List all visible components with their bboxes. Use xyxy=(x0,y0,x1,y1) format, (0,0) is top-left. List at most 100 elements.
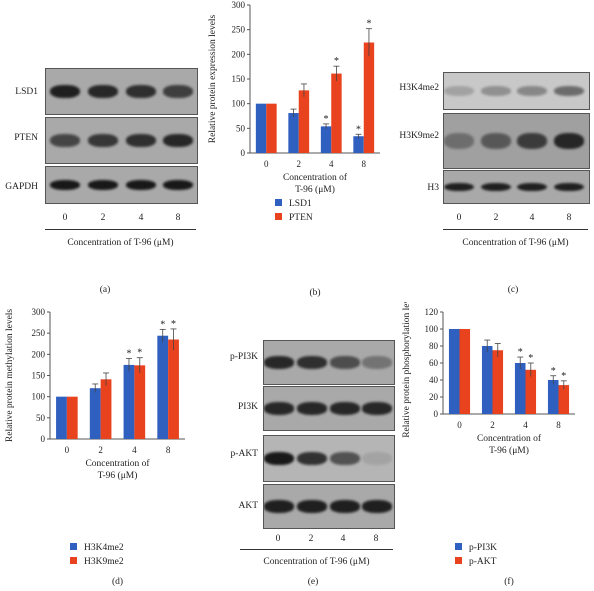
divider-line xyxy=(240,549,393,550)
significance-asterisk: * xyxy=(356,124,361,135)
lane-label: 2 xyxy=(308,534,314,544)
lane-label: 4 xyxy=(340,534,346,544)
panel-letter: (d) xyxy=(112,576,123,587)
y-tick-label: 200 xyxy=(232,49,246,59)
blot-strip-p-akt xyxy=(263,435,395,482)
bar xyxy=(66,396,78,439)
x-tick-label: 8 xyxy=(556,420,561,430)
blot-strip-lsd1 xyxy=(45,68,198,115)
blot-strip-gapdh xyxy=(45,166,198,204)
significance-asterisk: * xyxy=(324,114,329,125)
bar xyxy=(525,369,537,414)
western-blot-panel-a: LSD1 PTEN GAPDH 0 2 4 8 Concentration of… xyxy=(0,0,200,300)
blot-band xyxy=(88,179,118,191)
y-axis-label: Relative protein methylation levels xyxy=(5,309,15,443)
significance-asterisk: * xyxy=(551,366,556,377)
blot-strip-pten xyxy=(45,117,198,164)
significance-asterisk: * xyxy=(518,347,523,358)
x-tick-label: 8 xyxy=(362,159,367,169)
blot-band xyxy=(330,356,360,369)
blot-band xyxy=(163,134,193,147)
blot-band xyxy=(554,85,584,97)
bar xyxy=(481,346,493,414)
blot-band xyxy=(444,133,474,149)
bar xyxy=(448,329,460,414)
significance-asterisk: * xyxy=(137,348,142,359)
legend-label: H3K4me2 xyxy=(84,543,124,553)
panel-letter: (b) xyxy=(309,287,320,298)
panel-letter: (e) xyxy=(307,577,319,587)
significance-asterisk: * xyxy=(334,56,339,67)
bar xyxy=(298,90,310,153)
blot-band xyxy=(297,452,327,465)
y-tick-label: 100 xyxy=(425,324,439,334)
lane-label: 8 xyxy=(373,534,379,544)
blot-row-label-p-akt: p-AKT xyxy=(230,449,258,459)
lane-label: 2 xyxy=(493,213,499,223)
legend-swatch xyxy=(275,213,282,220)
x-tick-label: 2 xyxy=(98,445,103,455)
blot-band xyxy=(297,356,327,369)
bar xyxy=(100,379,112,439)
blot-band xyxy=(517,133,547,149)
blot-band xyxy=(444,182,474,192)
blot-strip-pi3k xyxy=(263,386,395,431)
y-tick-label: 0 xyxy=(434,409,439,419)
blot-band xyxy=(163,85,193,98)
significance-asterisk: * xyxy=(171,319,176,330)
significance-asterisk: * xyxy=(366,19,371,30)
bar-chart-f: 0 20 40 60 80 100 120 0 2 4 * * 8 * * Relative protein … xyxy=(402,302,575,587)
blot-band xyxy=(362,356,392,369)
blot-strip-h3 xyxy=(443,170,590,204)
blot-band xyxy=(264,356,294,369)
blot-row-label-h3: H3 xyxy=(427,183,439,193)
bar xyxy=(514,363,526,414)
bar xyxy=(89,388,101,439)
blot-row-label-pten: PTEN xyxy=(14,133,38,143)
significance-asterisk: * xyxy=(126,349,131,360)
legend-swatch xyxy=(70,543,77,550)
blot-strip-h3k4me2 xyxy=(443,72,590,110)
legend-swatch xyxy=(275,199,282,206)
significance-asterisk: * xyxy=(561,371,566,382)
legend-label: LSD1 xyxy=(289,199,312,209)
blot-band xyxy=(362,402,392,415)
blot-band xyxy=(481,85,511,97)
blot-band xyxy=(517,85,547,97)
blot-band xyxy=(481,182,511,192)
y-tick-label: 0 xyxy=(41,434,46,444)
lane-label: 8 xyxy=(566,213,572,223)
blot-band xyxy=(264,500,294,513)
blot-band xyxy=(362,500,392,513)
bar xyxy=(353,136,364,153)
blot-band xyxy=(264,402,294,415)
y-tick-label: 60 xyxy=(429,358,439,368)
bar xyxy=(459,329,471,414)
x-tick-label: 2 xyxy=(297,159,302,169)
blot-strip-h3k9me2 xyxy=(443,113,590,169)
blot-band xyxy=(554,182,584,192)
y-tick-label: 20 xyxy=(429,392,439,402)
blot-band xyxy=(297,402,327,415)
blot-band xyxy=(517,182,547,192)
bar xyxy=(255,103,267,153)
x-axis-label: T-96 (μM) xyxy=(295,184,335,195)
x-tick-label: 0 xyxy=(457,420,462,430)
blot-band xyxy=(297,500,327,513)
lane-label: 2 xyxy=(100,213,106,223)
blot-band xyxy=(264,452,294,465)
blot-band xyxy=(50,85,80,98)
panel-letter: (a) xyxy=(99,285,111,295)
blot-band xyxy=(330,402,360,415)
legend-swatch xyxy=(455,543,462,550)
y-tick-label: 40 xyxy=(429,375,439,385)
blot-row-label-h3k9me2: H3K9me2 xyxy=(399,131,439,141)
blot-row-label-h3k4me2: H3K4me2 xyxy=(399,83,439,93)
x-axis-label: Concentration of xyxy=(283,172,348,183)
bar xyxy=(492,350,504,414)
blot-band xyxy=(126,134,156,147)
x-tick-label: 2 xyxy=(490,420,495,430)
bar xyxy=(168,339,179,439)
y-tick-label: 50 xyxy=(36,413,46,423)
bar xyxy=(547,380,559,414)
